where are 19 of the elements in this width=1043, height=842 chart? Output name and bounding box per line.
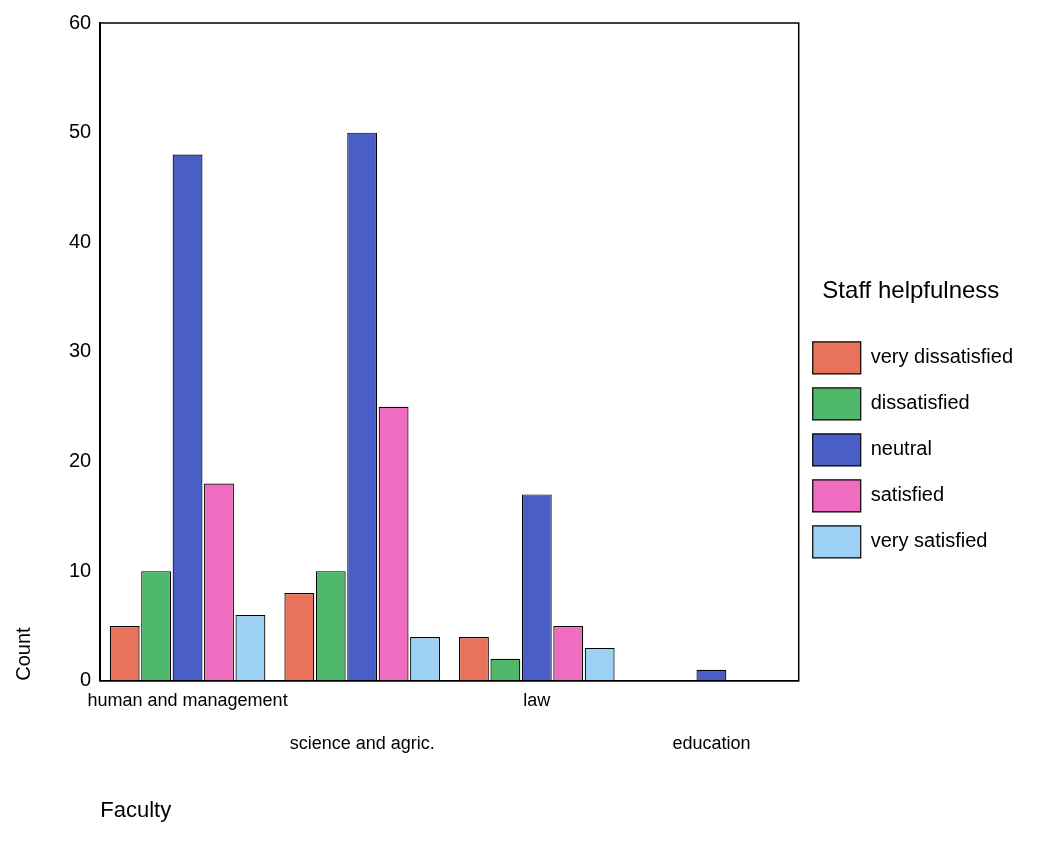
legend-label: neutral [870,437,932,460]
y-tick-label: 50 [69,120,92,143]
legend-label: satisfied [870,483,945,506]
x-axis-title: Faculty [100,796,172,822]
legend-title: Staff helpfulness [822,275,1000,303]
x-tick-label: science and agric. [289,732,435,753]
y-tick-label: 30 [69,339,92,362]
x-tick-label: education [672,732,751,753]
y-tick-label: 0 [80,668,92,691]
x-tick-label: human and management [87,689,288,710]
legend-label: very dissatisfied [870,345,1014,368]
y-tick-label: 40 [69,229,92,252]
y-tick-label: 60 [69,10,92,33]
legend-label: dissatisfied [870,391,970,414]
x-tick-label: law [523,689,552,710]
y-tick-label: 20 [69,449,92,472]
legend-label: very satisfied [870,529,988,552]
y-tick-label: 10 [69,558,92,581]
y-axis-title: Count [11,626,34,681]
